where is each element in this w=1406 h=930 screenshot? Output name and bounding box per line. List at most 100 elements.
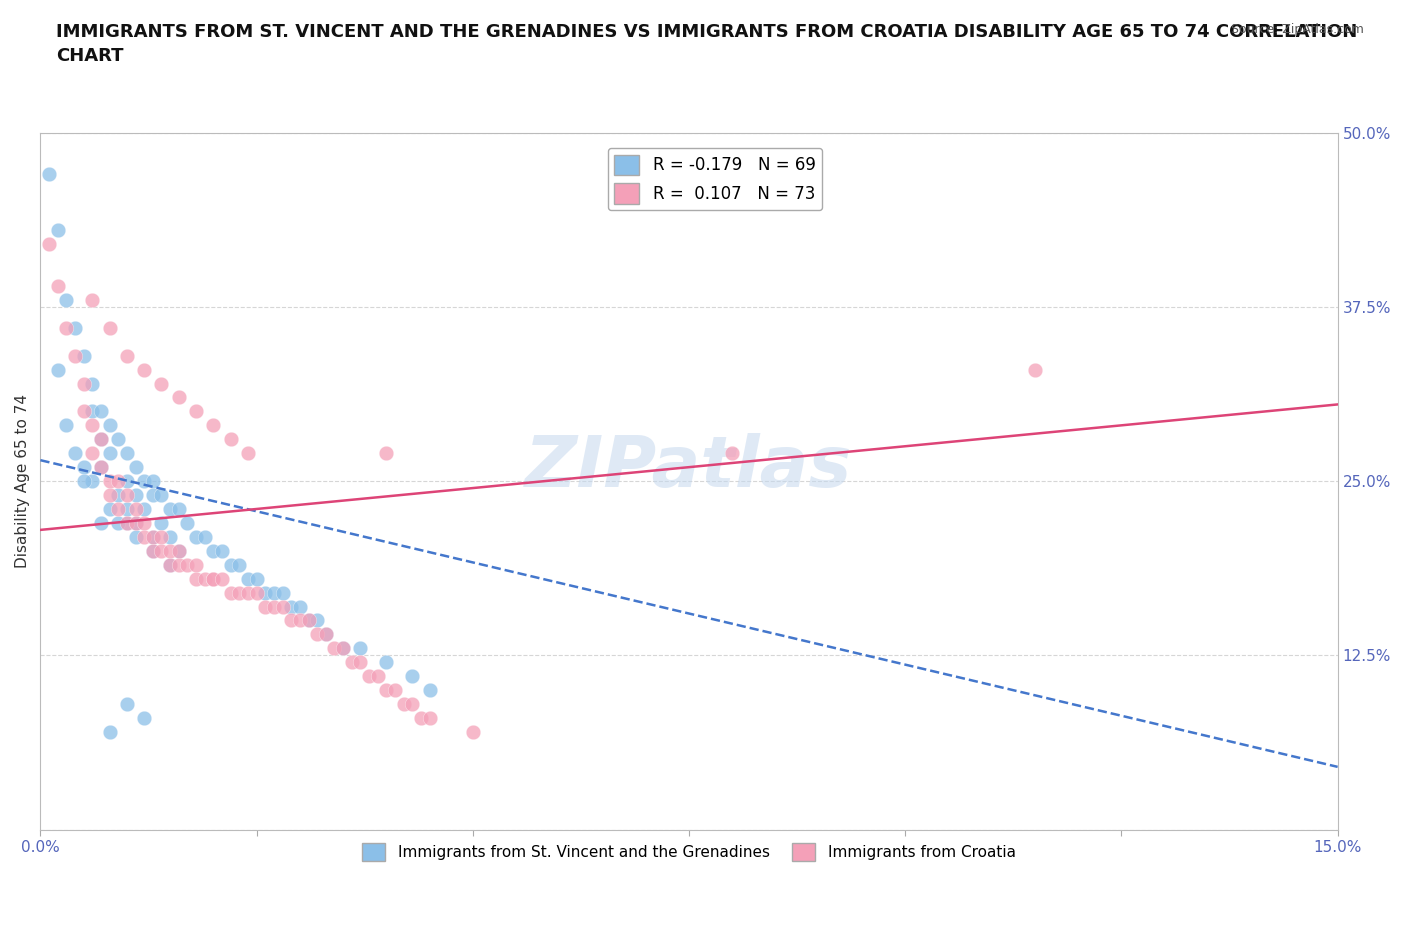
Point (98, 473, 121, 488)
Point (134, 711, 156, 725)
Point (46, 223, 69, 238)
Point (254, 599, 277, 614)
Point (150, 529, 173, 544)
Point (202, 418, 225, 432)
Point (375, 683, 398, 698)
Point (228, 557, 250, 572)
Point (107, 501, 129, 516)
Point (90, 515, 112, 530)
Point (63, 445, 86, 460)
Point (98, 418, 121, 432)
Point (323, 641, 346, 656)
Point (419, 711, 441, 725)
Point (159, 543, 181, 558)
Point (194, 529, 217, 544)
Point (184, 529, 207, 544)
Point (73, 348, 96, 363)
Point (263, 599, 285, 614)
Point (167, 390, 190, 405)
Point (124, 529, 146, 544)
Point (315, 627, 337, 642)
Point (159, 501, 181, 516)
Point (142, 529, 165, 544)
Point (721, 445, 744, 460)
Point (202, 543, 225, 558)
Point (246, 571, 269, 586)
Point (307, 627, 329, 642)
Point (357, 669, 380, 684)
Point (263, 585, 285, 600)
Point (159, 557, 181, 572)
Point (115, 501, 138, 516)
Point (211, 571, 233, 586)
Point (384, 683, 406, 698)
Point (246, 585, 269, 600)
Point (461, 724, 484, 739)
Point (115, 515, 138, 530)
Point (38, 236, 60, 251)
Point (211, 543, 233, 558)
Point (107, 432, 129, 446)
Point (1024, 362, 1046, 377)
Point (288, 599, 311, 614)
Point (73, 459, 96, 474)
Point (82, 376, 104, 391)
Point (184, 404, 207, 418)
Point (375, 445, 398, 460)
Point (115, 697, 138, 711)
Point (55, 418, 77, 432)
Point (107, 473, 129, 488)
Point (98, 724, 121, 739)
Point (73, 473, 96, 488)
Point (107, 515, 129, 530)
Point (288, 613, 311, 628)
Point (150, 487, 173, 502)
Point (297, 613, 319, 628)
Point (176, 557, 198, 572)
Point (124, 515, 146, 530)
Point (63, 320, 86, 335)
Point (124, 459, 146, 474)
Point (297, 613, 319, 628)
Point (134, 501, 156, 516)
Point (63, 348, 86, 363)
Text: Source: ZipAtlas.com: Source: ZipAtlas.com (1230, 23, 1364, 36)
Point (280, 599, 302, 614)
Point (392, 697, 415, 711)
Point (340, 655, 363, 670)
Point (142, 529, 165, 544)
Point (55, 292, 77, 307)
Point (142, 473, 165, 488)
Point (115, 515, 138, 530)
Point (159, 529, 181, 544)
Point (98, 501, 121, 516)
Point (90, 459, 112, 474)
Point (219, 557, 242, 572)
Point (159, 557, 181, 572)
Point (38, 167, 60, 182)
Point (150, 376, 173, 391)
Point (307, 613, 329, 628)
Point (409, 711, 432, 725)
Point (167, 543, 190, 558)
Point (228, 585, 250, 600)
Point (134, 529, 156, 544)
Point (82, 473, 104, 488)
Point (349, 655, 371, 670)
Point (46, 362, 69, 377)
Point (150, 543, 173, 558)
Point (98, 445, 121, 460)
Point (115, 473, 138, 488)
Point (271, 599, 294, 614)
Point (219, 432, 242, 446)
Point (150, 515, 173, 530)
Point (134, 362, 156, 377)
Point (142, 487, 165, 502)
Text: ZIPatlas: ZIPatlas (526, 432, 852, 501)
Point (202, 571, 225, 586)
Point (236, 585, 259, 600)
Point (142, 543, 165, 558)
Point (236, 571, 259, 586)
Point (124, 515, 146, 530)
Point (202, 571, 225, 586)
